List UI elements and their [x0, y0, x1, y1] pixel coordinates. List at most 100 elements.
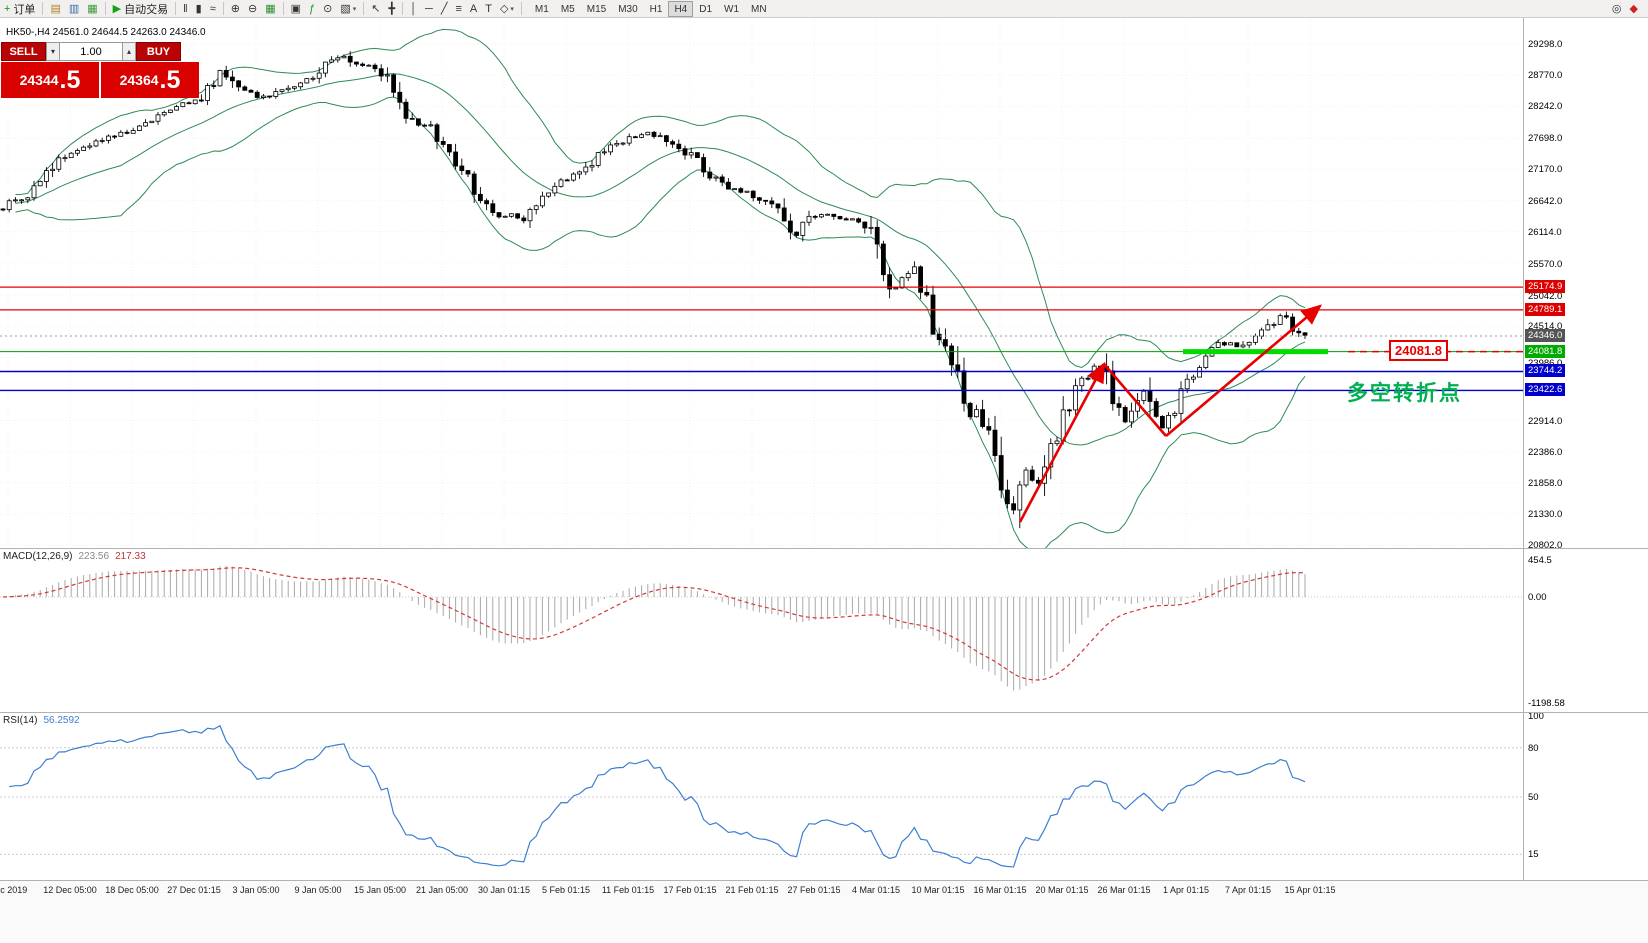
- tile-windows-icon: ▣: [290, 2, 302, 15]
- line-chart-icon: ≈: [209, 2, 216, 15]
- sell-button[interactable]: SELL: [1, 42, 46, 61]
- navigator-icon: ▦: [87, 2, 98, 15]
- grid-icon[interactable]: ▦: [262, 1, 278, 17]
- candlestick-chart-icon[interactable]: ▮: [193, 1, 205, 17]
- cursor-icon[interactable]: ↖: [368, 1, 383, 17]
- panel-splitter[interactable]: [0, 880, 1648, 881]
- search-symbol-icon[interactable]: ◎: [1609, 1, 1625, 17]
- timeframe-m15-button[interactable]: M15: [586, 3, 607, 15]
- bar-chart-icon: ‖: [183, 2, 188, 15]
- price-axis-label: 24514.0: [1528, 321, 1563, 332]
- toolbar-separator: [282, 2, 284, 15]
- zoom-out-icon[interactable]: ⊖: [245, 1, 260, 17]
- new-order-button[interactable]: + 订单: [1, 1, 38, 17]
- time-axis-label: 7 Apr 01:15: [1224, 885, 1272, 895]
- time-axis-label: Dec 2019: [0, 885, 28, 895]
- navigator-icon[interactable]: ▦: [84, 1, 100, 17]
- favorites-icon[interactable]: ◆: [1627, 1, 1641, 17]
- price-axis-label: 25042.0: [1528, 291, 1563, 302]
- auto-trading-button-label: 自动交易: [124, 3, 169, 16]
- candlestick-chart-icon: ▮: [195, 2, 202, 15]
- toolbar-separator: [402, 2, 404, 15]
- time-axis-label: 4 Mar 01:15: [851, 885, 901, 895]
- timeframe-h4-button[interactable]: H4: [668, 0, 694, 17]
- time-axis-label: 12 Dec 05:00: [43, 885, 97, 895]
- macd-signal-value: 217.33: [115, 551, 146, 562]
- price-axis-label: 28242.0: [1528, 101, 1563, 112]
- text-tool-icon[interactable]: A: [467, 1, 480, 17]
- time-axis-label: 11 Feb 01:15: [601, 885, 655, 895]
- toolbar-right-items: ◎ ◆: [1608, 1, 1642, 17]
- buy-price-display[interactable]: 24364.5: [101, 62, 199, 98]
- label-tool-icon[interactable]: T: [482, 1, 495, 17]
- time-axis-label: 27 Feb 01:15: [787, 885, 841, 895]
- label-tool-icon: T: [485, 2, 492, 15]
- turning-point-annotation: 多空转折点: [1347, 382, 1462, 405]
- timeframe-m5-button[interactable]: M5: [560, 3, 575, 15]
- search-symbol-icon: ◎: [1611, 2, 1622, 15]
- rsi-name: RSI(14): [3, 715, 38, 726]
- trendline-icon[interactable]: ╱: [438, 1, 451, 17]
- main-chart-canvas[interactable]: [0, 18, 1523, 548]
- macd-panel-canvas[interactable]: [0, 549, 1523, 712]
- auto-trading-button[interactable]: ▶ 自动交易: [110, 1, 171, 17]
- horizontal-line-icon: ─: [425, 2, 433, 15]
- rsi-indicator-label: RSI(14) 56.2592: [3, 715, 80, 726]
- shapes-icon: ◇: [499, 2, 509, 15]
- time-axis-label: 1 Apr 01:15: [1162, 885, 1210, 895]
- price-axis-label: 21858.0: [1528, 478, 1563, 489]
- horizontal-line-icon[interactable]: ─: [422, 1, 436, 17]
- vertical-line-icon[interactable]: │: [407, 1, 420, 17]
- price-axis-label: 23986.0: [1528, 358, 1562, 369]
- time-axis-label: 21 Feb 01:15: [725, 885, 779, 895]
- panel-splitter[interactable]: [0, 712, 1648, 713]
- timeframe-w1-button[interactable]: W1: [724, 3, 740, 15]
- market-watch-icon[interactable]: ▤: [47, 1, 63, 17]
- crosshair-icon[interactable]: ╋: [386, 1, 399, 17]
- zoom-in-icon[interactable]: ⊕: [228, 1, 243, 17]
- rsi-panel-canvas[interactable]: [0, 713, 1523, 880]
- bar-chart-icon[interactable]: ‖: [180, 1, 191, 17]
- buy-button[interactable]: BUY: [136, 42, 181, 61]
- price-axis-label: 27170.0: [1528, 164, 1563, 175]
- templates-icon[interactable]: ▧ ▾: [337, 1, 359, 17]
- timeframe-mn-button[interactable]: MN: [751, 3, 767, 15]
- time-axis-label: 5 Feb 01:15: [541, 885, 591, 895]
- fibonacci-icon[interactable]: ≡: [452, 1, 464, 17]
- price-axis[interactable]: 29298.0 28770.0 28242.0 27698.0 27170.0 26642…: [1525, 0, 1647, 943]
- timeframe-m1-button[interactable]: M1: [534, 3, 549, 15]
- price-axis-label: 20802.0: [1528, 540, 1563, 551]
- resistance-level-badge: 24789.1: [1525, 303, 1566, 316]
- favorites-icon: ◆: [1629, 2, 1638, 15]
- toolbar-separator: [520, 2, 522, 15]
- timeframe-m30-button[interactable]: M30: [618, 3, 638, 15]
- rsi-value: 56.2592: [43, 715, 80, 726]
- time-axis[interactable]: Dec 2019 12 Dec 05:00 18 Dec 05:00 27 Dec 0…: [0, 881, 1648, 943]
- time-axis-label: 18 Dec 05:00: [105, 885, 159, 895]
- data-window-icon[interactable]: ▥: [66, 1, 82, 17]
- zoom-out-icon: ⊖: [248, 2, 258, 15]
- indicators-add-icon[interactable]: ƒ: [306, 1, 318, 17]
- toolbar-separator: [175, 2, 177, 15]
- timeframe-h1-button[interactable]: H1: [649, 3, 663, 15]
- macd-scale-label: -1198.58: [1528, 698, 1565, 709]
- macd-scale-label: 0.00: [1528, 592, 1547, 603]
- volume-decrease-button[interactable]: ▾: [46, 42, 60, 61]
- caret-down-icon: ▾: [510, 5, 514, 13]
- timeframe-d1-button[interactable]: D1: [699, 3, 713, 15]
- volume-input[interactable]: [60, 42, 122, 61]
- volume-increase-button[interactable]: ▴: [122, 42, 136, 61]
- rsi-scale-label: 15: [1528, 849, 1539, 860]
- shapes-icon[interactable]: ◇ ▾: [497, 1, 517, 17]
- rsi-scale-label: 50: [1528, 792, 1539, 803]
- time-axis-label: 30 Jan 01:15: [477, 885, 531, 895]
- period-clock-icon: ⊙: [323, 2, 333, 15]
- period-clock-icon[interactable]: ⊙: [320, 1, 335, 17]
- tile-windows-icon[interactable]: ▣: [288, 1, 304, 17]
- indicators-add-icon: ƒ: [309, 2, 316, 15]
- sell-price-display[interactable]: 24344.5: [1, 62, 99, 98]
- buy-price-main: 24364: [119, 72, 159, 88]
- line-chart-icon[interactable]: ≈: [207, 1, 219, 17]
- panel-splitter[interactable]: [0, 548, 1648, 549]
- timeframe-group: M1 M5 M15 M30 H1 H4 D1 W1 MN: [529, 0, 773, 17]
